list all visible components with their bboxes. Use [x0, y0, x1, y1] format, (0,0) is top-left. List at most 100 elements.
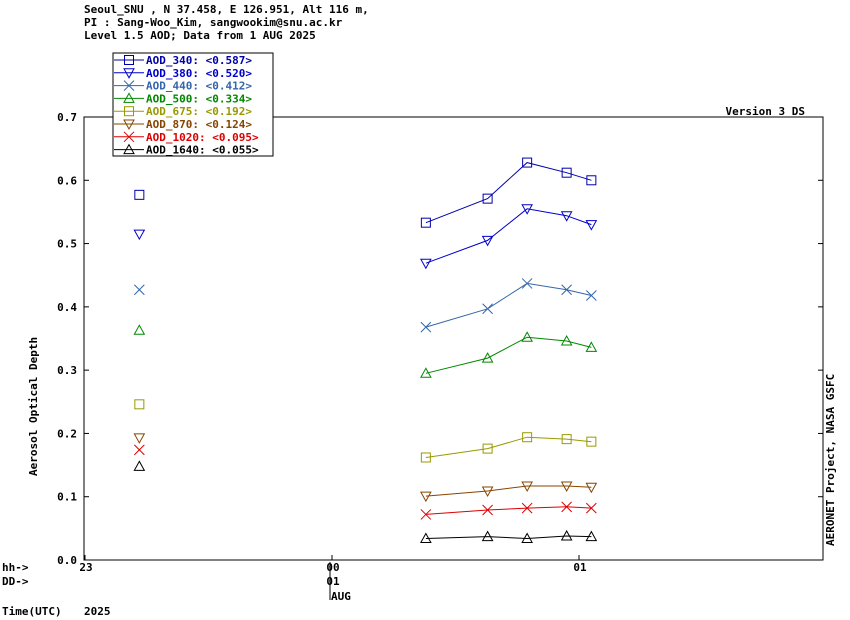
data-point [133, 460, 146, 471]
series-aod-440 [133, 278, 597, 333]
data-point [586, 175, 597, 186]
data-point [133, 444, 145, 456]
series-aod-675 [134, 399, 597, 463]
data-point [420, 491, 432, 503]
data-point [585, 530, 598, 542]
series-aod-340 [134, 157, 597, 228]
header-line-1: Seoul_SNU , N 37.458, E 126.951, Alt 116… [84, 3, 369, 16]
data-point [133, 433, 146, 444]
series-aod-1640 [133, 460, 598, 543]
y-tick-label: 0.2 [57, 427, 77, 440]
time-utc-label: Time(UTC) [2, 605, 62, 618]
legend-marker [123, 143, 135, 155]
series-line [425, 436, 592, 458]
data-point [561, 167, 572, 178]
data-point [522, 157, 533, 168]
legend-marker [123, 68, 135, 79]
series-line [425, 208, 592, 264]
data-point [482, 303, 493, 315]
x-tick-label: 00 [326, 561, 339, 574]
series-aod-380 [133, 204, 598, 270]
legend-marker [124, 106, 134, 117]
data-point [585, 290, 597, 301]
data-point [481, 486, 494, 498]
data-point [521, 532, 533, 543]
data-point [420, 509, 432, 520]
data-point [561, 501, 573, 513]
y-tick-label: 0.1 [57, 491, 77, 504]
legend-entry: AOD_500: <0.334> [146, 92, 252, 105]
x-tick-label: 23 [79, 561, 92, 574]
data-point [420, 452, 431, 463]
data-point [521, 331, 533, 342]
series-aod-500 [133, 324, 598, 378]
series-aod-1020 [133, 444, 597, 520]
data-point [560, 529, 573, 541]
data-point [561, 284, 573, 296]
data-point [560, 481, 573, 492]
data-point [134, 399, 145, 410]
data-point [482, 443, 493, 454]
legend-entry: AOD_440: <0.412> [146, 80, 252, 93]
header-line-3: Level 1.5 AOD; Data from 1 AUG 2025 [84, 29, 316, 42]
y-axis-ticks: 0.0 0.1 0.2 0.3 0.4 0.5 0.6 0.7 [57, 111, 823, 567]
legend-entry: AOD_870: <0.124> [146, 118, 252, 131]
data-point [560, 211, 573, 222]
y-tick-label: 0.5 [57, 238, 77, 251]
legend-marker [123, 92, 135, 103]
legend-entry: AOD_380: <0.520> [146, 67, 252, 80]
series-aod-870 [133, 433, 598, 503]
data-point [585, 220, 598, 231]
y-tick-label: 0.6 [57, 174, 77, 187]
legend-entry: AOD_675: <0.192> [146, 105, 252, 118]
data-point [521, 502, 533, 514]
plot-frame [83, 116, 824, 561]
data-point [521, 481, 533, 492]
data-point [481, 530, 494, 542]
y-tick-label: 0.7 [57, 111, 77, 124]
legend-entry: AOD_1640: <0.055> [146, 144, 259, 157]
series-line [425, 485, 592, 497]
data-point [420, 258, 432, 270]
x-month-label: AUG [331, 590, 351, 603]
header-line-2: PI : Sang-Woo_Kim, sangwookim@snu.ac.kr [84, 16, 343, 29]
legend-entry: AOD_1020: <0.095> [146, 131, 259, 144]
x-day-label: 01 [326, 575, 340, 588]
data-point [560, 335, 573, 346]
legend-entry: AOD_340: <0.587> [146, 54, 252, 67]
data-point [133, 229, 146, 241]
data-point [133, 324, 146, 335]
data-point [134, 189, 145, 200]
data-point [482, 193, 493, 204]
legend: AOD_340: <0.587>AOD_380: <0.520>AOD_440:… [112, 52, 274, 157]
dd-label: DD-> [2, 575, 29, 588]
data-point [133, 284, 145, 296]
legend-marker [124, 55, 134, 65]
data-point [420, 532, 432, 543]
x-tick-label: 01 [573, 561, 587, 574]
legend-box [112, 52, 274, 157]
legend-marker [123, 80, 135, 91]
data-point [561, 434, 572, 445]
series-line [425, 535, 592, 540]
hh-label: hh-> [2, 561, 29, 574]
data-point [521, 204, 533, 215]
data-point [420, 321, 432, 333]
data-point [482, 504, 493, 516]
series-layer [133, 157, 598, 543]
y-axis-label: Aerosol Optical Depth [27, 337, 40, 476]
series-line [425, 162, 592, 224]
data-point [481, 352, 494, 363]
y-tick-label: 0.3 [57, 364, 77, 377]
data-point [585, 482, 598, 494]
data-point [481, 235, 494, 247]
data-point [586, 436, 597, 447]
y-tick-label: 0.4 [57, 301, 77, 314]
project-label: AERONET Project, NASA GSFC [824, 374, 837, 546]
data-point [522, 432, 533, 443]
version-label: Version 3 DS [726, 105, 805, 118]
series-line [425, 336, 592, 374]
data-point [420, 217, 431, 228]
